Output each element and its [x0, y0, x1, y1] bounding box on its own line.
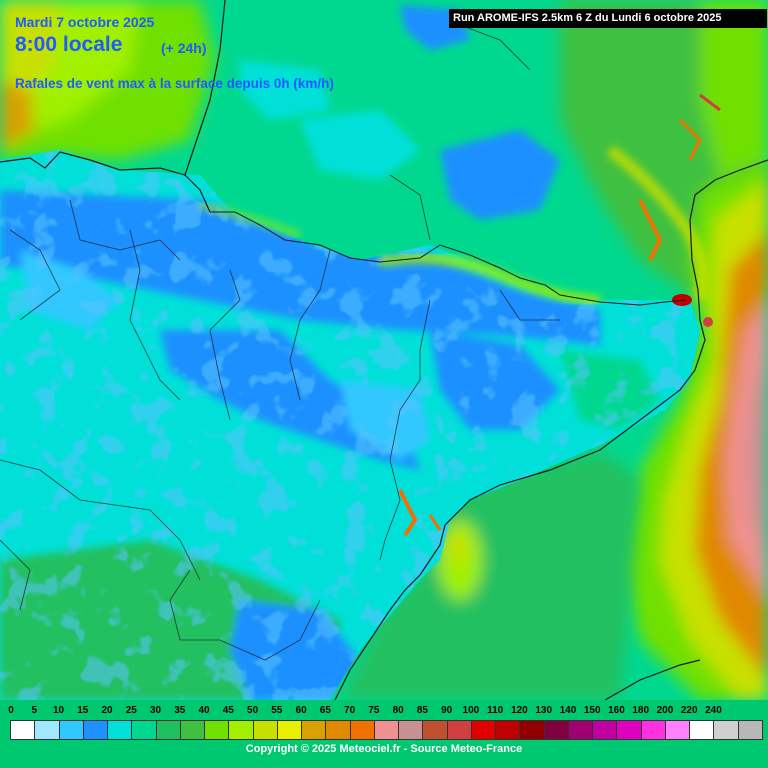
legend-label: 30: [149, 705, 162, 716]
legend-color-cell: [519, 720, 545, 740]
run-info: Run AROME-IFS 2.5km 6 Z du Lundi 6 octob…: [449, 9, 767, 28]
region-borders: [0, 24, 560, 661]
france-low-gusts: [240, 5, 560, 220]
legend-color-cell: [179, 720, 206, 740]
legend-color-cell: [446, 720, 472, 740]
legend-color-cell: [276, 720, 303, 740]
legend-label: 65: [319, 705, 331, 716]
legend-color-cell: [592, 720, 618, 740]
legend-color-cell: [422, 720, 448, 740]
legend-color-cell: [640, 720, 666, 740]
legend-color-cell: [495, 720, 521, 740]
legend-label: 15: [77, 705, 89, 716]
legend-color-cell: [34, 720, 60, 740]
biscay-high-gusts: [0, 0, 215, 160]
legend-color-cell: [325, 720, 351, 740]
legend-color-cell: [543, 720, 569, 740]
legend-color-cell: [616, 720, 642, 740]
balearic-sea-gusts: [340, 450, 640, 700]
legend-label: 70: [344, 705, 356, 716]
legend-color-cell: [567, 720, 594, 740]
legend-label: 20: [101, 705, 113, 716]
legend-label: 180: [632, 705, 650, 716]
legend-label: 0: [8, 705, 14, 716]
legend-color-cell: [373, 720, 400, 740]
forecast-variable: Rafales de vent max à la surface depuis …: [15, 76, 334, 91]
legend-color-cell: [252, 720, 278, 740]
legend-color-cell: [204, 720, 230, 740]
legend-color-cell: [82, 720, 109, 740]
legend-label: 55: [271, 705, 283, 716]
legend-label: 25: [125, 705, 137, 716]
legend-color-cell: [470, 720, 497, 740]
legend-label: 80: [392, 705, 404, 716]
legend-color-cell: [689, 720, 715, 740]
legend-color-cell: [398, 720, 424, 740]
legend-label: 240: [705, 705, 722, 716]
country-borders: [210, 211, 686, 306]
legend-color-cell: [107, 720, 133, 740]
legend-color-cell: [737, 720, 763, 740]
legend-color-cell: [10, 720, 36, 740]
legend-label: 160: [608, 705, 625, 716]
legend-label: 75: [368, 705, 380, 716]
legend-color-cell: [349, 720, 375, 740]
forecast-date: Mardi 7 octobre 2025: [15, 14, 155, 30]
legend-label: 85: [416, 705, 428, 716]
legend-label: 150: [583, 705, 601, 716]
mediterranean-strong-gusts: [620, 160, 768, 700]
legend-label: 50: [247, 705, 259, 716]
legend-label: 200: [656, 705, 674, 716]
legend-color-cell: [131, 720, 157, 740]
legend-label: 40: [198, 705, 210, 716]
legend-label: 60: [295, 705, 307, 716]
legend-label: 100: [462, 705, 480, 716]
forecast-offset: (+ 24h): [161, 40, 207, 56]
coastlines: [0, 0, 768, 701]
legend-label: 110: [487, 705, 504, 716]
legend-color-cell: [155, 720, 181, 740]
legend-label: 220: [680, 705, 698, 716]
legend-label: 140: [559, 705, 577, 716]
legend-color-cell: [301, 720, 327, 740]
forecast-time: 8:00 locale: [15, 33, 123, 56]
legend-color-cell: [713, 720, 739, 740]
legend-label: 90: [441, 705, 453, 716]
legend-label: 10: [52, 705, 65, 716]
legend-color-cell: [664, 720, 691, 740]
legend-label: 130: [535, 705, 553, 716]
legend-label: 5: [31, 705, 38, 716]
legend-color-cell: [228, 720, 254, 740]
legend-label: 35: [174, 705, 186, 716]
legend-label: 45: [222, 705, 234, 716]
copyright: Copyright © 2025 Meteociel.fr - Source M…: [245, 743, 523, 755]
legend-color-cell: [58, 720, 84, 740]
legend-label: 120: [511, 705, 528, 716]
